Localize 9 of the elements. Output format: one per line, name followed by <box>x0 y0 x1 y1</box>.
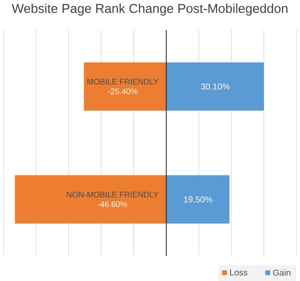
data-label: -25.40% <box>108 88 138 94</box>
data-label: 19.50% <box>184 196 212 202</box>
legend-label: Loss <box>230 269 248 276</box>
chart-title: Website Page Rank Change Post-Mobilegeddon <box>12 3 288 16</box>
legend-label: Gain <box>273 269 290 276</box>
data-label: 30.10% <box>201 83 230 90</box>
y-tick-label: NON-MOBILE FRIENDLY <box>66 191 158 198</box>
y-tick-label: MOBILE FRIENDLY <box>87 78 158 84</box>
data-label: -46.60% <box>98 201 128 207</box>
